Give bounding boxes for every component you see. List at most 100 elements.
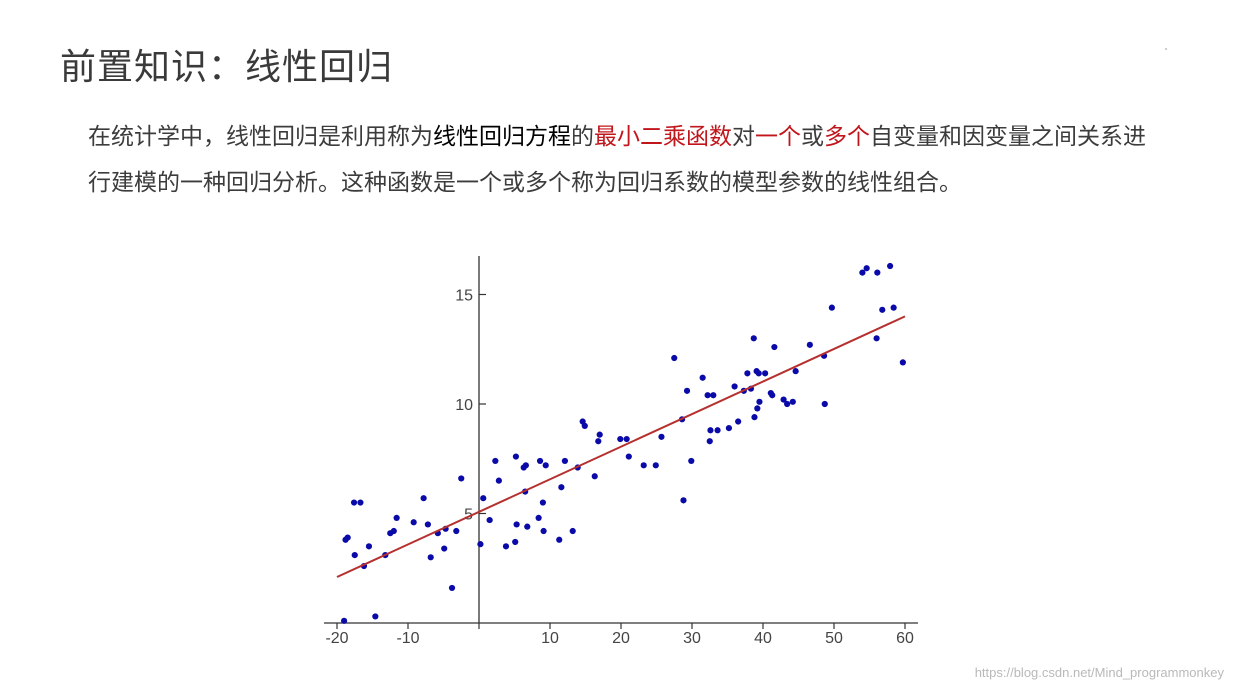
text-segment: 或 xyxy=(801,124,824,150)
text-segment: 对 xyxy=(732,124,755,150)
data-point xyxy=(365,543,373,550)
slide-title: 前置知识：线性回归 xyxy=(60,47,394,88)
data-point xyxy=(792,368,799,375)
data-point xyxy=(707,427,714,434)
data-point xyxy=(372,613,379,620)
regression-line xyxy=(336,315,906,578)
regression-line-group xyxy=(336,315,906,578)
data-point xyxy=(477,541,484,548)
data-point xyxy=(410,519,417,526)
data-point xyxy=(458,475,465,482)
data-point xyxy=(542,462,549,469)
data-point xyxy=(625,453,632,460)
data-point xyxy=(350,499,358,506)
data-point xyxy=(769,392,776,399)
x-tick-label: -20 xyxy=(325,630,348,647)
data-point xyxy=(512,453,520,460)
y-axis: 5 10 15 xyxy=(455,256,486,623)
data-point xyxy=(448,584,456,592)
data-point xyxy=(492,457,499,465)
data-point xyxy=(357,499,364,506)
data-point xyxy=(806,341,813,348)
data-point xyxy=(671,354,678,362)
data-point xyxy=(899,359,906,366)
data-point xyxy=(486,516,493,524)
data-point xyxy=(623,435,630,443)
data-point xyxy=(683,387,691,394)
data-point xyxy=(828,304,835,311)
x-tick-label: 10 xyxy=(541,630,559,647)
data-point xyxy=(495,477,502,484)
x-tick-label: 20 xyxy=(612,630,630,647)
data-point xyxy=(756,398,763,405)
term-one: 一个 xyxy=(755,124,801,150)
term-linear-regression-equation: 线性回归方程 xyxy=(433,124,571,150)
data-point xyxy=(780,396,787,403)
data-point xyxy=(771,343,778,351)
x-tick-label: 40 xyxy=(754,630,772,647)
x-axis: -20 -10 10 20 30 40 50 60 xyxy=(324,622,918,647)
data-point xyxy=(427,554,434,561)
data-point xyxy=(754,405,761,412)
y-tick-label: 5 xyxy=(464,507,473,524)
data-point xyxy=(710,392,717,399)
decorative-dot xyxy=(1165,48,1167,50)
x-tick-label: 30 xyxy=(683,630,701,647)
data-point xyxy=(558,484,565,491)
x-tick-label: 50 xyxy=(825,630,843,647)
data-point xyxy=(699,374,706,381)
data-point xyxy=(480,495,487,502)
data-point xyxy=(859,269,866,276)
data-point xyxy=(879,306,886,313)
data-point xyxy=(652,462,659,469)
term-multiple: 多个 xyxy=(824,124,870,150)
data-point xyxy=(513,521,520,528)
data-point xyxy=(750,335,757,342)
data-point xyxy=(581,422,588,429)
data-point xyxy=(704,392,711,399)
data-point xyxy=(755,370,762,377)
data-point xyxy=(596,431,603,438)
data-point xyxy=(640,462,647,469)
data-point xyxy=(344,534,351,541)
data-point xyxy=(536,457,544,465)
data-point xyxy=(522,462,529,469)
y-tick-label: 15 xyxy=(455,288,473,305)
data-point xyxy=(751,414,758,421)
data-point xyxy=(502,543,510,550)
data-point xyxy=(789,398,796,405)
data-point xyxy=(706,438,713,445)
text-segment: 的 xyxy=(571,124,594,150)
x-tick-label: -10 xyxy=(396,630,419,647)
data-point xyxy=(390,527,397,535)
term-least-squares-function: 最小二乘函数 xyxy=(594,124,732,150)
data-point xyxy=(540,527,547,535)
data-point xyxy=(591,473,598,480)
data-point xyxy=(351,552,358,559)
text-segment: 自变量和因变量之间关系进行建模的一种回归分析。这种函数是一个或多个称为回归系数的… xyxy=(88,124,1146,196)
text-segment: 在统计学中，线性回归是利用称为 xyxy=(88,124,433,150)
data-point xyxy=(569,527,576,535)
data-point xyxy=(556,536,563,543)
x-tick-label: 60 xyxy=(896,630,914,647)
data-point xyxy=(784,400,791,408)
data-point xyxy=(688,457,695,465)
y-tick-label: 10 xyxy=(455,397,473,414)
data-point xyxy=(512,538,519,546)
data-point xyxy=(441,545,448,552)
data-point xyxy=(680,497,687,504)
data-point xyxy=(725,424,733,432)
data-point xyxy=(762,370,769,377)
data-point xyxy=(424,521,431,528)
data-point xyxy=(890,304,897,311)
data-point xyxy=(735,418,742,425)
data-point xyxy=(744,370,751,377)
data-point xyxy=(886,262,894,270)
watermark: https://blog.csdn.net/Mind_programmonkey xyxy=(974,665,1224,680)
data-point xyxy=(595,438,602,445)
data-point xyxy=(524,523,531,530)
data-point xyxy=(714,427,721,434)
data-point xyxy=(731,383,738,390)
regression-scatter-chart: 5 10 15 -20 -10 10 20 30 40 50 60 xyxy=(324,256,918,647)
data-point xyxy=(341,617,348,624)
